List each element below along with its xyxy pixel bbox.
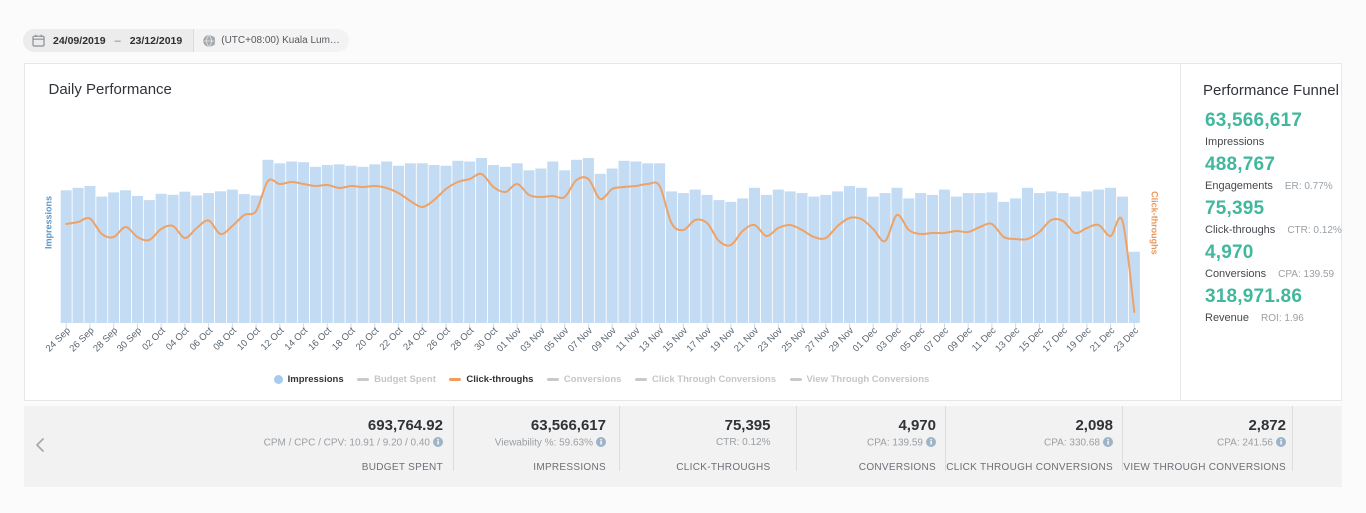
svg-text:Impressions: Impressions [43,196,53,249]
svg-text:25 Nov: 25 Nov [780,325,809,354]
svg-text:07 Dec: 07 Dec [922,325,951,354]
svg-text:23 Nov: 23 Nov [756,325,785,354]
svg-text:24 Sep: 24 Sep [44,325,73,354]
svg-text:29 Nov: 29 Nov [827,325,856,354]
svg-text:15 Dec: 15 Dec [1017,325,1046,354]
svg-text:21 Nov: 21 Nov [732,325,761,354]
svg-text:28 Oct: 28 Oct [449,325,477,353]
svg-text:20 Oct: 20 Oct [354,325,382,353]
svg-text:30 Sep: 30 Sep [115,325,144,354]
svg-text:15 Nov: 15 Nov [661,325,690,354]
svg-text:06 Oct: 06 Oct [188,325,216,353]
svg-text:07 Nov: 07 Nov [566,325,595,354]
svg-text:05 Dec: 05 Dec [898,325,927,354]
svg-text:04 Oct: 04 Oct [164,325,192,353]
svg-text:26 Sep: 26 Sep [67,325,96,354]
svg-text:26 Oct: 26 Oct [425,325,453,353]
svg-text:03 Nov: 03 Nov [518,325,547,354]
svg-text:Click-throughs: Click-throughs [1150,191,1160,255]
svg-text:14 Oct: 14 Oct [283,325,311,353]
svg-text:13 Nov: 13 Nov [637,325,666,354]
svg-text:24 Oct: 24 Oct [401,325,429,353]
svg-text:19 Dec: 19 Dec [1064,325,1093,354]
svg-text:09 Nov: 09 Nov [590,325,619,354]
svg-text:11 Dec: 11 Dec [970,325,999,354]
svg-text:18 Oct: 18 Oct [330,325,358,353]
svg-text:08 Oct: 08 Oct [211,325,239,353]
svg-text:11 Nov: 11 Nov [614,325,643,354]
svg-text:28 Sep: 28 Sep [91,325,120,354]
svg-text:17 Nov: 17 Nov [685,325,714,354]
svg-text:02 Oct: 02 Oct [140,325,168,353]
svg-text:27 Nov: 27 Nov [803,325,832,354]
svg-text:21 Dec: 21 Dec [1088,325,1117,354]
svg-text:01 Nov: 01 Nov [495,325,524,354]
svg-text:05 Nov: 05 Nov [542,325,571,354]
svg-text:17 Dec: 17 Dec [1041,325,1070,354]
svg-text:23 Dec: 23 Dec [1112,325,1141,354]
svg-text:10 Oct: 10 Oct [235,325,263,353]
svg-text:12 Oct: 12 Oct [259,325,287,353]
svg-text:09 Dec: 09 Dec [946,325,975,354]
svg-text:01 Dec: 01 Dec [851,325,880,354]
svg-text:03 Dec: 03 Dec [875,325,904,354]
svg-text:16 Oct: 16 Oct [306,325,334,353]
svg-text:13 Dec: 13 Dec [993,325,1022,354]
svg-text:22 Oct: 22 Oct [378,325,406,353]
svg-text:19 Nov: 19 Nov [708,325,737,354]
